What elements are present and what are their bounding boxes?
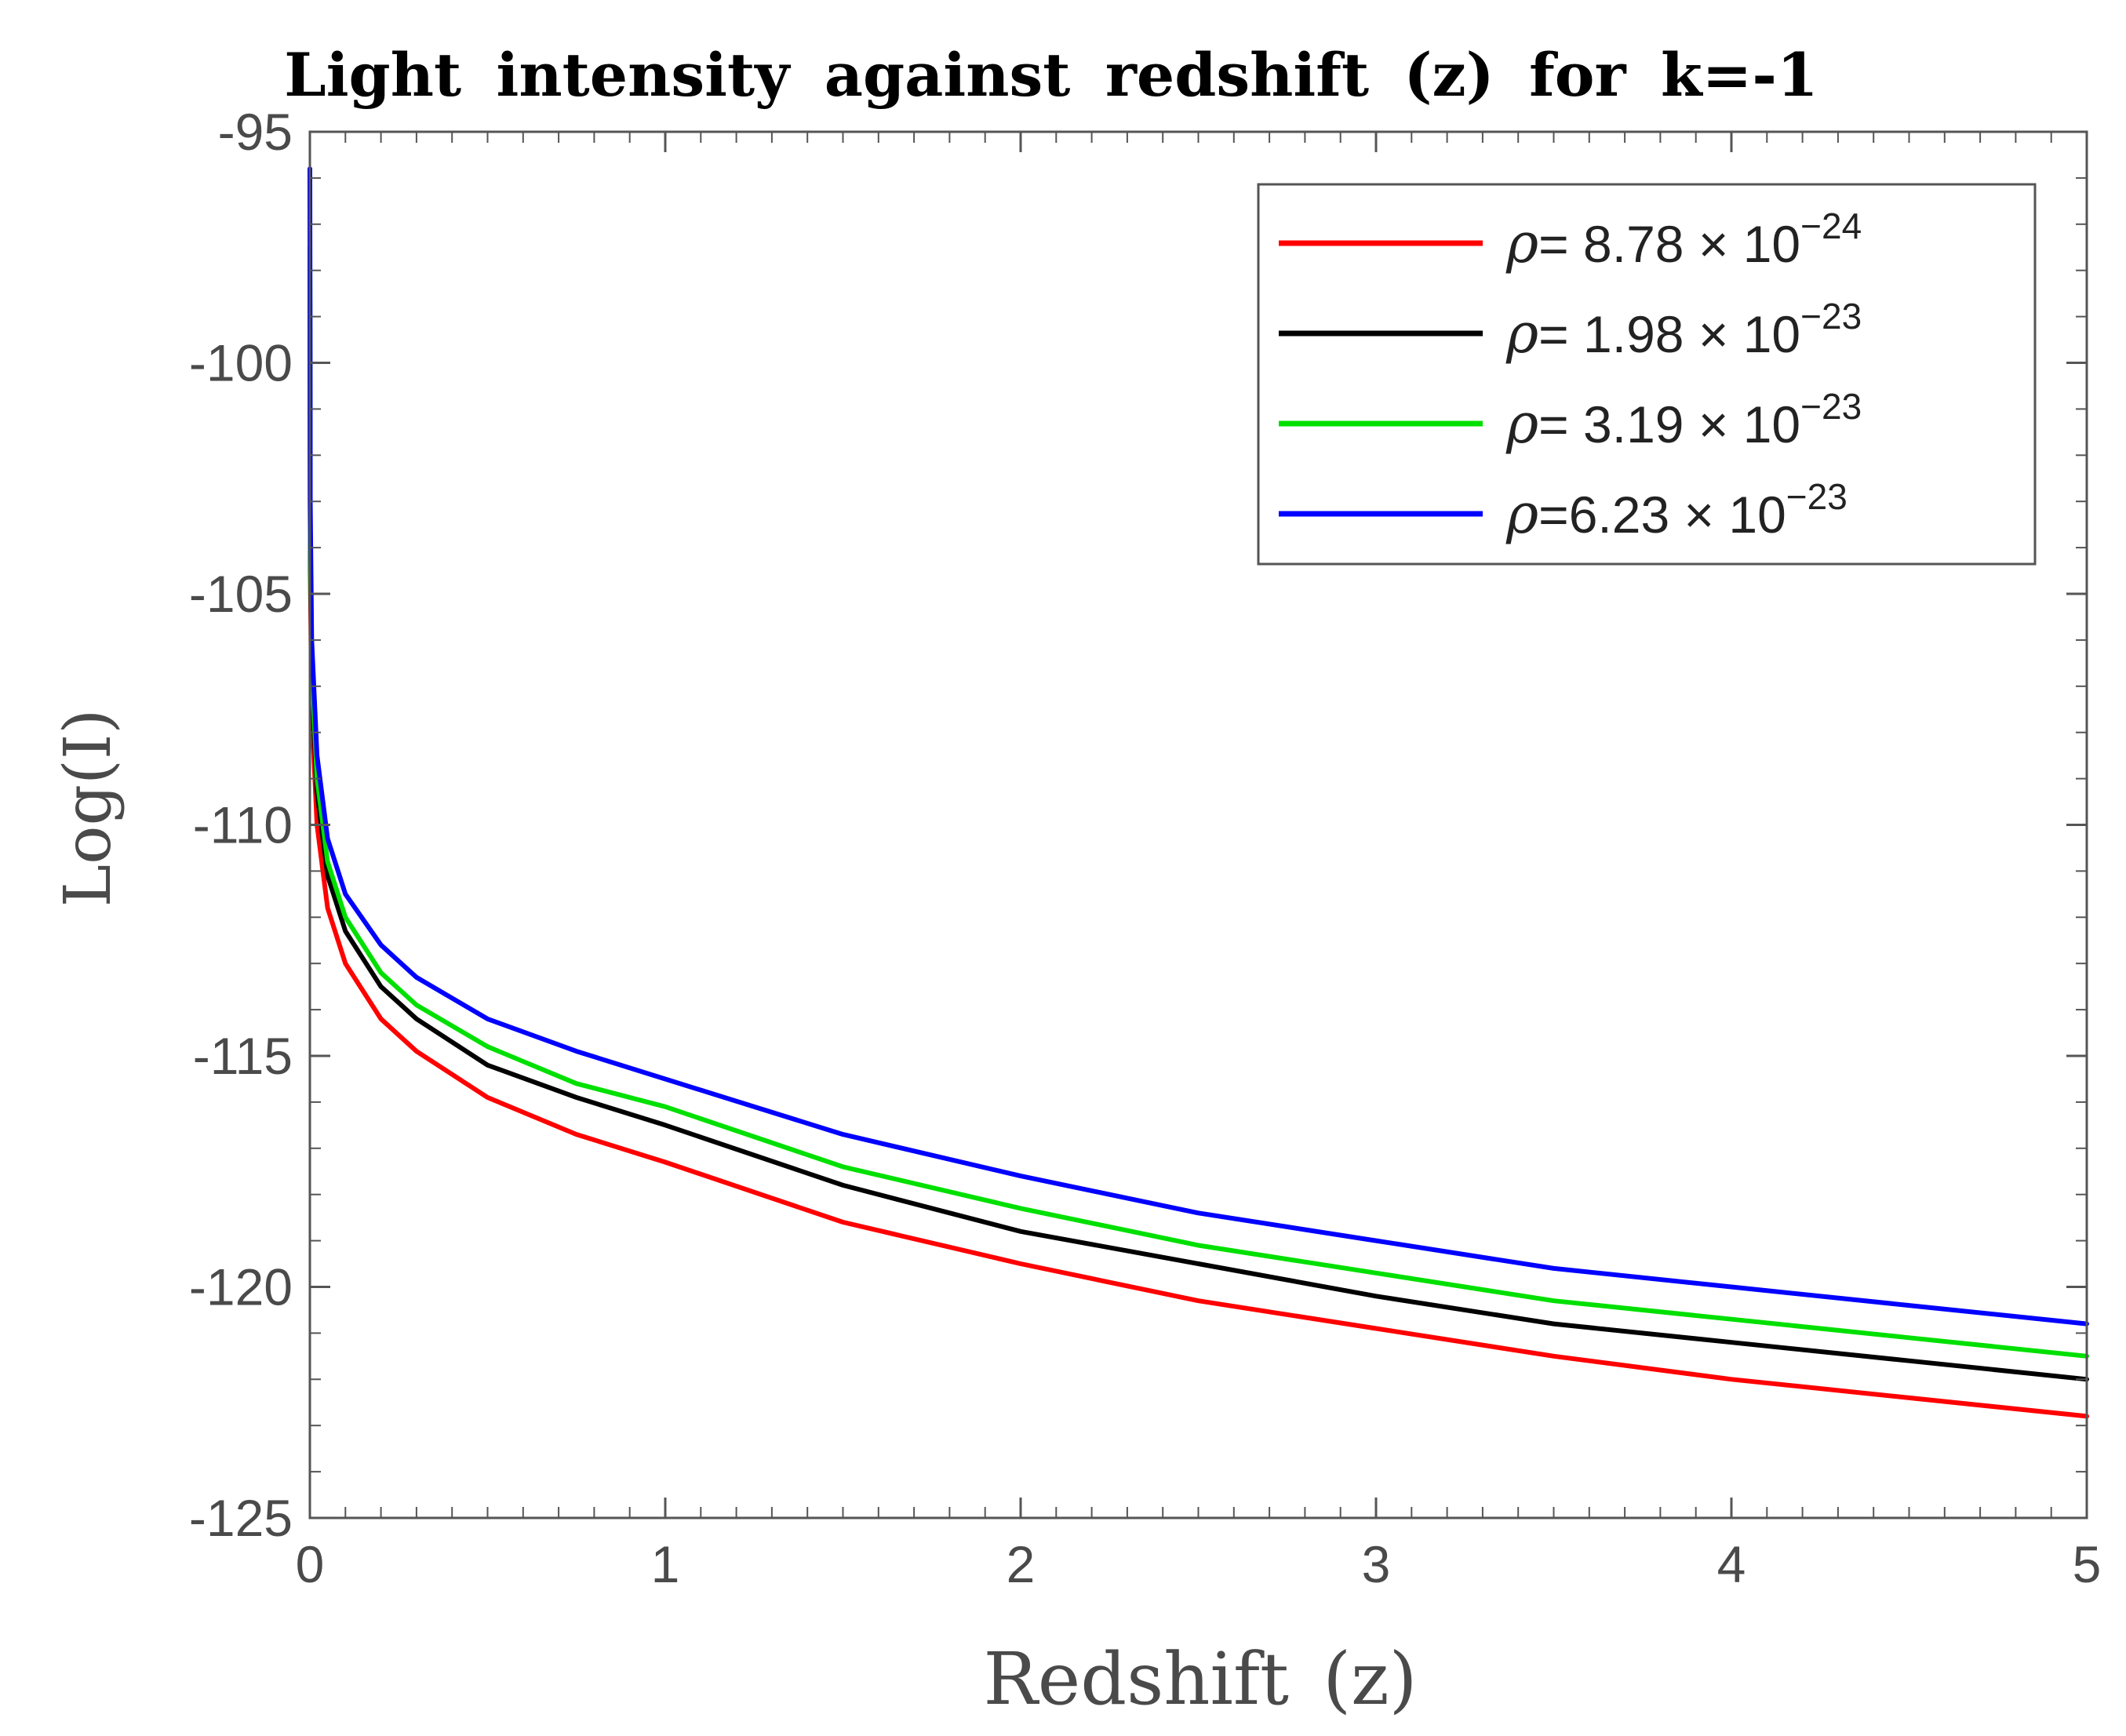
legend-label: ρ= 8.78 × 10−24 — [1505, 206, 1862, 275]
legend-label-main: =6.23 × 10 — [1538, 486, 1786, 544]
legend-label: ρ= 1.98 × 10−23 — [1505, 296, 1862, 366]
y-tick-label: -95 — [218, 103, 293, 161]
legend-rho-symbol: ρ — [1505, 391, 1538, 456]
legend-label-exponent: −23 — [1786, 476, 1848, 517]
y-tick-label: -110 — [193, 796, 293, 854]
legend-label: ρ=6.23 × 10−23 — [1505, 476, 1848, 546]
legend-label-main: = 3.19 × 10 — [1538, 395, 1800, 453]
x-tick-label: 0 — [296, 1535, 325, 1593]
legend-label-exponent: −23 — [1800, 386, 1862, 427]
y-tick-label: -125 — [189, 1489, 293, 1547]
legend-label: ρ= 3.19 × 10−23 — [1505, 386, 1862, 456]
legend-box — [1257, 183, 2037, 566]
x-axis-label: Redshift (z) — [983, 1637, 1417, 1721]
x-tick-label: 3 — [1362, 1535, 1391, 1593]
x-tick-label: 4 — [1717, 1535, 1746, 1593]
chart-title: Light intensity against redshift (z) for… — [284, 40, 1818, 110]
legend-rho-symbol: ρ — [1505, 482, 1538, 546]
legend-rho-symbol: ρ — [1505, 211, 1538, 275]
x-tick-label: 1 — [651, 1535, 680, 1593]
x-tick-label: 2 — [1007, 1535, 1036, 1593]
y-tick-label: -115 — [193, 1027, 293, 1085]
legend-label-main: = 8.78 × 10 — [1538, 215, 1800, 273]
y-tick-label: -120 — [189, 1258, 293, 1316]
legend-rho-symbol: ρ — [1505, 301, 1538, 366]
legend-label-exponent: −23 — [1800, 296, 1862, 337]
x-tick-label: 5 — [2073, 1535, 2102, 1593]
legend-label-main: = 1.98 × 10 — [1538, 305, 1800, 363]
series-line-4 — [308, 166, 2089, 1327]
y-axis-label: Log(I) — [51, 709, 126, 908]
legend: ρ= 8.78 × 10−24ρ= 1.98 × 10−23ρ= 3.19 × … — [1257, 183, 2037, 566]
axis-layer: 0 1 2 3 4 5 -95 -100 -105 -110 -115 -120 -125 — [189, 103, 2101, 1593]
legend-item: ρ= 1.98 × 10−23 — [1279, 296, 1862, 366]
y-tick-label: -105 — [189, 565, 293, 623]
legend-item: ρ= 3.19 × 10−23 — [1279, 386, 1862, 456]
legend-label-exponent: −24 — [1800, 206, 1862, 246]
legend-item: ρ= 8.78 × 10−24 — [1279, 206, 1862, 275]
legend-items: ρ= 8.78 × 10−24ρ= 1.98 × 10−23ρ= 3.19 × … — [1279, 206, 1862, 546]
y-tick-label: -100 — [189, 334, 293, 392]
legend-item: ρ=6.23 × 10−23 — [1279, 476, 1848, 546]
